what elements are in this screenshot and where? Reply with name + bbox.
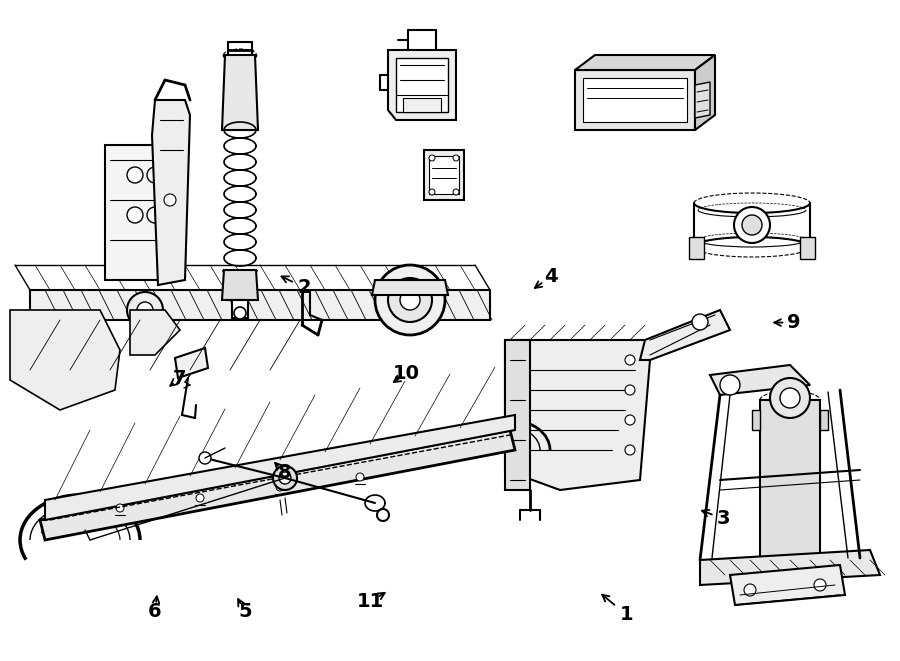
Circle shape (199, 452, 211, 464)
Circle shape (127, 167, 143, 183)
Circle shape (625, 415, 635, 425)
Polygon shape (30, 290, 490, 320)
Polygon shape (695, 82, 710, 118)
Text: 9: 9 (787, 313, 801, 332)
Circle shape (770, 378, 810, 418)
Polygon shape (40, 430, 515, 540)
Circle shape (147, 167, 163, 183)
Polygon shape (45, 415, 515, 520)
Circle shape (234, 307, 246, 319)
Polygon shape (505, 340, 650, 490)
Polygon shape (820, 410, 828, 430)
Polygon shape (372, 280, 448, 295)
Text: 1: 1 (619, 605, 634, 624)
Polygon shape (222, 55, 258, 130)
Circle shape (453, 189, 459, 195)
Text: 4: 4 (544, 267, 558, 286)
Circle shape (116, 504, 124, 512)
Circle shape (814, 579, 826, 591)
Polygon shape (800, 237, 815, 259)
Circle shape (429, 189, 435, 195)
Circle shape (356, 473, 364, 481)
Circle shape (375, 265, 445, 335)
Text: 11: 11 (357, 592, 384, 611)
Circle shape (515, 355, 525, 365)
Polygon shape (232, 300, 248, 318)
Polygon shape (689, 237, 704, 259)
Polygon shape (752, 410, 760, 430)
Circle shape (429, 155, 435, 161)
Polygon shape (424, 150, 464, 200)
Circle shape (625, 355, 635, 365)
Circle shape (137, 302, 153, 318)
Text: 5: 5 (238, 602, 252, 621)
Circle shape (453, 155, 459, 161)
Circle shape (196, 494, 204, 502)
Polygon shape (396, 58, 448, 112)
Circle shape (692, 314, 708, 330)
Polygon shape (700, 550, 880, 585)
Polygon shape (403, 98, 441, 112)
Polygon shape (388, 50, 456, 120)
Polygon shape (575, 70, 695, 130)
Polygon shape (730, 565, 845, 605)
Text: 8: 8 (277, 463, 292, 482)
Circle shape (400, 290, 420, 310)
Polygon shape (575, 55, 715, 70)
Polygon shape (583, 78, 687, 122)
Circle shape (127, 292, 163, 328)
Polygon shape (505, 340, 530, 490)
Polygon shape (429, 156, 459, 194)
Circle shape (164, 194, 176, 206)
Polygon shape (175, 348, 208, 378)
Polygon shape (152, 100, 190, 285)
Circle shape (744, 584, 756, 596)
Polygon shape (40, 430, 515, 520)
Polygon shape (105, 145, 185, 280)
Circle shape (127, 207, 143, 223)
Circle shape (388, 278, 432, 322)
Circle shape (734, 207, 770, 243)
Polygon shape (760, 400, 820, 560)
Polygon shape (10, 310, 120, 410)
Circle shape (279, 472, 291, 484)
Circle shape (515, 385, 525, 395)
Circle shape (515, 415, 525, 425)
Polygon shape (222, 270, 258, 300)
Circle shape (147, 207, 163, 223)
Polygon shape (640, 310, 730, 360)
Text: 3: 3 (716, 510, 731, 528)
Text: 10: 10 (393, 364, 420, 383)
Circle shape (720, 375, 740, 395)
Text: 6: 6 (148, 602, 162, 621)
Polygon shape (710, 365, 810, 395)
Polygon shape (130, 310, 180, 355)
Circle shape (780, 388, 800, 408)
Circle shape (276, 483, 284, 491)
Circle shape (273, 466, 297, 490)
Text: 7: 7 (173, 369, 187, 387)
Text: 2: 2 (297, 278, 311, 297)
Polygon shape (695, 55, 715, 130)
Circle shape (742, 215, 762, 235)
Circle shape (625, 385, 635, 395)
Circle shape (515, 445, 525, 455)
Circle shape (625, 445, 635, 455)
